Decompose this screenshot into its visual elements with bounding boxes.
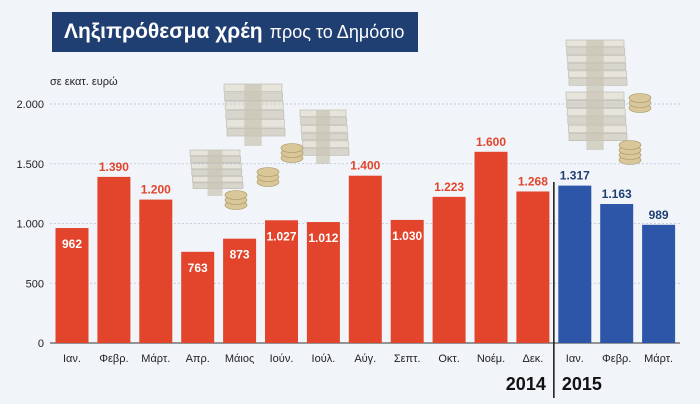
x-tick-label: Αύγ. <box>354 353 376 365</box>
x-tick-label: Σεπτ. <box>394 353 421 365</box>
x-tick-label: Μάρτ. <box>644 353 673 365</box>
year-labels: 2014 2015 <box>506 374 602 394</box>
bar <box>600 204 634 343</box>
data-label: 1.400 <box>350 159 380 173</box>
x-tick-label: Μάρτ. <box>141 353 170 365</box>
y-tick-label: 1.000 <box>16 219 44 231</box>
data-label: 873 <box>230 248 250 262</box>
band-icon <box>586 40 604 94</box>
bar <box>265 220 298 343</box>
value-labels: 962 1.390 1.200 763 873 1.027 1.012 1.400 1.030 1… <box>62 135 669 275</box>
data-label: 1.223 <box>434 180 464 194</box>
y-tick-label: 500 <box>26 278 44 290</box>
data-label: 962 <box>62 237 82 251</box>
chart-title-bold: Ληξιπρόθεσμα χρέη <box>64 20 263 43</box>
data-label: 1.600 <box>476 135 506 149</box>
axis-ticks: 0 500 1.000 1.500 2.000 Ιαν. Φεβρ. Μάρτ. Απρ. Μάι… <box>16 99 673 365</box>
bar <box>306 222 340 343</box>
y-tick-label: 0 <box>38 338 44 350</box>
band-icon <box>316 110 330 164</box>
data-label: 1.268 <box>518 174 548 188</box>
banknote-stack-icon <box>565 91 628 150</box>
coin-icon <box>224 190 248 200</box>
coins-icon <box>618 140 642 165</box>
chart-title-bar: Ληξιπρόθεσμα χρέη προς το Δημόσιο <box>52 12 418 52</box>
data-label: 1.027 <box>266 229 296 243</box>
bar <box>642 224 676 343</box>
bar <box>223 238 257 343</box>
year-label-2014: 2014 <box>506 374 546 394</box>
unit-label: σε εκατ. ευρώ <box>50 76 118 88</box>
bar <box>516 191 550 343</box>
data-label: 763 <box>188 261 208 275</box>
bars <box>55 151 676 343</box>
chart-title-rest: προς το Δημόσιο <box>269 21 405 42</box>
banknote-stack-icon <box>299 109 350 164</box>
data-label: 1.012 <box>308 231 338 245</box>
bar <box>390 219 424 343</box>
bar <box>432 196 466 343</box>
data-label: 1.200 <box>141 183 171 197</box>
x-tick-label: Μάιος <box>225 353 254 365</box>
banknote-stack-icon <box>189 149 244 196</box>
x-tick-label: Οκτ. <box>438 353 459 365</box>
x-tick-label: Ιαν. <box>63 353 81 365</box>
x-tick-label: Φεβρ. <box>99 353 128 365</box>
bar <box>558 185 592 343</box>
coins-icon <box>628 93 652 113</box>
coin-icon <box>618 140 642 150</box>
year-label-2015: 2015 <box>562 374 602 394</box>
data-label: 1.163 <box>602 187 632 201</box>
coin-icon <box>256 167 280 177</box>
coins-icon <box>256 167 280 187</box>
x-tick-label: Απρ. <box>186 353 210 365</box>
data-label: 1.030 <box>392 229 422 243</box>
x-tick-label: Φεβρ. <box>602 353 631 365</box>
bar <box>97 176 131 343</box>
y-tick-label: 2.000 <box>16 99 44 111</box>
bar <box>55 228 89 343</box>
coins-icon <box>224 190 248 210</box>
x-tick-label: Νοέμ. <box>477 353 505 365</box>
x-tick-label: Ιούν. <box>270 353 294 365</box>
coin-icon <box>628 93 652 103</box>
money-stack-illustration <box>189 39 652 210</box>
y-tick-label: 1.500 <box>16 159 44 171</box>
bar <box>474 151 508 343</box>
band-icon <box>586 92 604 150</box>
bar <box>348 175 382 343</box>
x-tick-label: Ιαν. <box>566 353 584 365</box>
band-icon <box>244 84 262 146</box>
data-label: 989 <box>649 208 669 222</box>
x-tick-label: Δεκ. <box>522 353 543 365</box>
data-label: 1.317 <box>560 169 590 183</box>
coin-icon <box>280 143 304 153</box>
band-icon <box>207 150 223 196</box>
bar <box>181 251 215 343</box>
coins-icon <box>280 143 304 163</box>
bar <box>139 199 173 343</box>
data-label: 1.390 <box>99 160 129 174</box>
banknote-stack-icon <box>223 83 286 146</box>
x-tick-label: Ιούλ. <box>312 353 336 365</box>
banknote-stack-icon <box>565 39 628 94</box>
